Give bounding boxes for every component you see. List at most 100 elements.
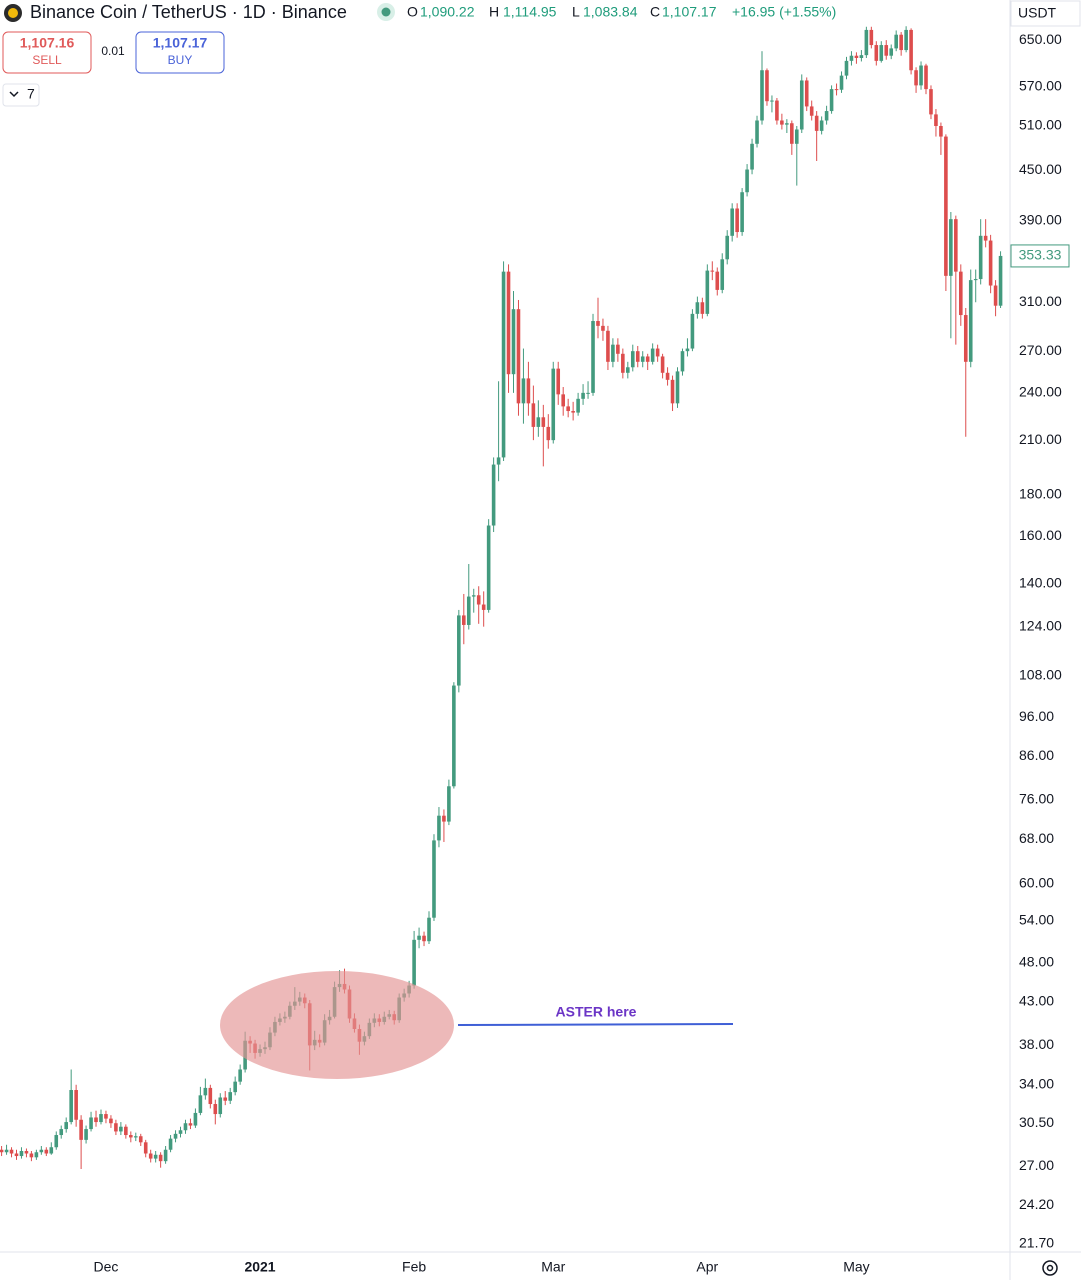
candle-body bbox=[675, 371, 680, 404]
candle-body bbox=[447, 786, 451, 822]
candle-body bbox=[725, 235, 730, 260]
candle-body bbox=[566, 406, 570, 412]
y-tick-label: 140.00 bbox=[1019, 574, 1062, 590]
candle-body bbox=[978, 235, 983, 280]
currency-box[interactable] bbox=[1010, 0, 1081, 27]
candle-body bbox=[705, 270, 710, 314]
candle-body bbox=[14, 1153, 19, 1157]
candle-body bbox=[616, 344, 620, 354]
legend-value: 1,090.22 bbox=[420, 4, 475, 20]
candle-body bbox=[138, 1136, 143, 1143]
buy-button[interactable] bbox=[135, 31, 225, 74]
legend-key: C bbox=[650, 4, 660, 20]
y-tick-label: 270.00 bbox=[1019, 342, 1062, 358]
candle-body bbox=[780, 120, 784, 125]
candle-body bbox=[755, 120, 759, 144]
candle-body bbox=[536, 417, 541, 427]
candle-body bbox=[233, 1081, 237, 1093]
settings-icon[interactable] bbox=[1042, 1260, 1058, 1276]
annotation: ASTER here bbox=[556, 1004, 637, 1020]
candle-body bbox=[561, 394, 565, 407]
candle-body bbox=[168, 1138, 173, 1150]
candle-body bbox=[824, 111, 829, 121]
y-tick-label: 240.00 bbox=[1019, 384, 1062, 400]
y-tick-label: 48.00 bbox=[1019, 953, 1054, 969]
candle-body bbox=[223, 1097, 228, 1101]
candle-body bbox=[799, 80, 804, 130]
candle-body bbox=[819, 120, 824, 131]
candle-body bbox=[899, 34, 903, 51]
candle-body bbox=[889, 48, 894, 56]
y-tick-label: 180.00 bbox=[1019, 485, 1062, 501]
legend-value: 1,083.84 bbox=[583, 4, 638, 20]
y-tick-label: 76.00 bbox=[1019, 791, 1054, 807]
candle-body bbox=[64, 1122, 69, 1130]
candle-body bbox=[740, 192, 744, 233]
candle-body bbox=[993, 285, 998, 306]
candle-body bbox=[765, 70, 769, 102]
sell-label[interactable]: SELL bbox=[32, 53, 62, 67]
indicators-toggle[interactable] bbox=[2, 83, 40, 107]
indicator-count[interactable]: 7 bbox=[27, 86, 35, 102]
candle-body bbox=[24, 1150, 29, 1154]
candle-body bbox=[124, 1126, 128, 1136]
candle-body bbox=[690, 313, 695, 349]
candle-body bbox=[34, 1152, 39, 1158]
candle-body bbox=[481, 604, 486, 610]
x-tick-label: May bbox=[843, 1259, 869, 1275]
sell-button[interactable] bbox=[2, 31, 92, 74]
candle-body bbox=[496, 457, 501, 465]
candle-body bbox=[437, 815, 441, 841]
last-price-label: 353.33 bbox=[1019, 247, 1062, 263]
y-tick-label: 450.00 bbox=[1019, 161, 1062, 177]
candle-body bbox=[640, 356, 645, 362]
candle-body bbox=[586, 392, 590, 394]
buy-price[interactable]: 1,107.17 bbox=[153, 35, 208, 51]
sell-price[interactable]: 1,107.16 bbox=[20, 35, 75, 51]
candle-body bbox=[919, 65, 923, 86]
y-tick-label: 570.00 bbox=[1019, 77, 1062, 93]
x-tick-label: 2021 bbox=[244, 1259, 275, 1275]
candle-body bbox=[501, 271, 506, 458]
candle-body bbox=[218, 1097, 223, 1115]
candle-body bbox=[785, 123, 789, 125]
candle-body bbox=[988, 240, 993, 286]
candle-body bbox=[591, 321, 595, 393]
candle-body bbox=[611, 344, 615, 362]
candle-body bbox=[133, 1136, 138, 1138]
candle-body bbox=[581, 392, 585, 399]
candle-body bbox=[944, 136, 948, 276]
candle-body bbox=[621, 353, 625, 373]
candle-body bbox=[546, 426, 551, 441]
candle-body bbox=[178, 1130, 183, 1134]
y-tick-label: 210.00 bbox=[1019, 431, 1062, 447]
candle-body bbox=[904, 29, 908, 51]
candle-body bbox=[531, 403, 536, 427]
candle-body bbox=[153, 1154, 158, 1159]
chevron-icon[interactable] bbox=[9, 91, 19, 98]
settings-icon-center[interactable] bbox=[1046, 1264, 1054, 1272]
candle-body bbox=[804, 80, 809, 107]
candle-body bbox=[864, 29, 869, 56]
y-tick-label: 24.20 bbox=[1019, 1196, 1054, 1212]
currency[interactable]: USDT bbox=[1018, 5, 1057, 21]
x-tick-label: Apr bbox=[696, 1259, 718, 1275]
y-tick-label: 27.00 bbox=[1019, 1157, 1054, 1173]
candle-body bbox=[119, 1126, 123, 1132]
candle-body bbox=[49, 1147, 54, 1154]
candle-body bbox=[173, 1133, 178, 1139]
y-tick-label: 43.00 bbox=[1019, 992, 1054, 1008]
candle-body bbox=[790, 123, 794, 144]
candle-body bbox=[9, 1149, 14, 1154]
candle-body bbox=[99, 1114, 103, 1123]
candle-body bbox=[427, 917, 431, 942]
spread: 0.01 bbox=[101, 44, 125, 58]
highlight-ellipse bbox=[220, 971, 454, 1079]
y-tick-label: 21.70 bbox=[1019, 1234, 1054, 1250]
candle-body bbox=[760, 70, 764, 121]
candle-body bbox=[39, 1149, 44, 1153]
buy-label[interactable]: BUY bbox=[168, 53, 193, 67]
candle-body bbox=[601, 325, 605, 331]
candle-body bbox=[670, 379, 675, 404]
